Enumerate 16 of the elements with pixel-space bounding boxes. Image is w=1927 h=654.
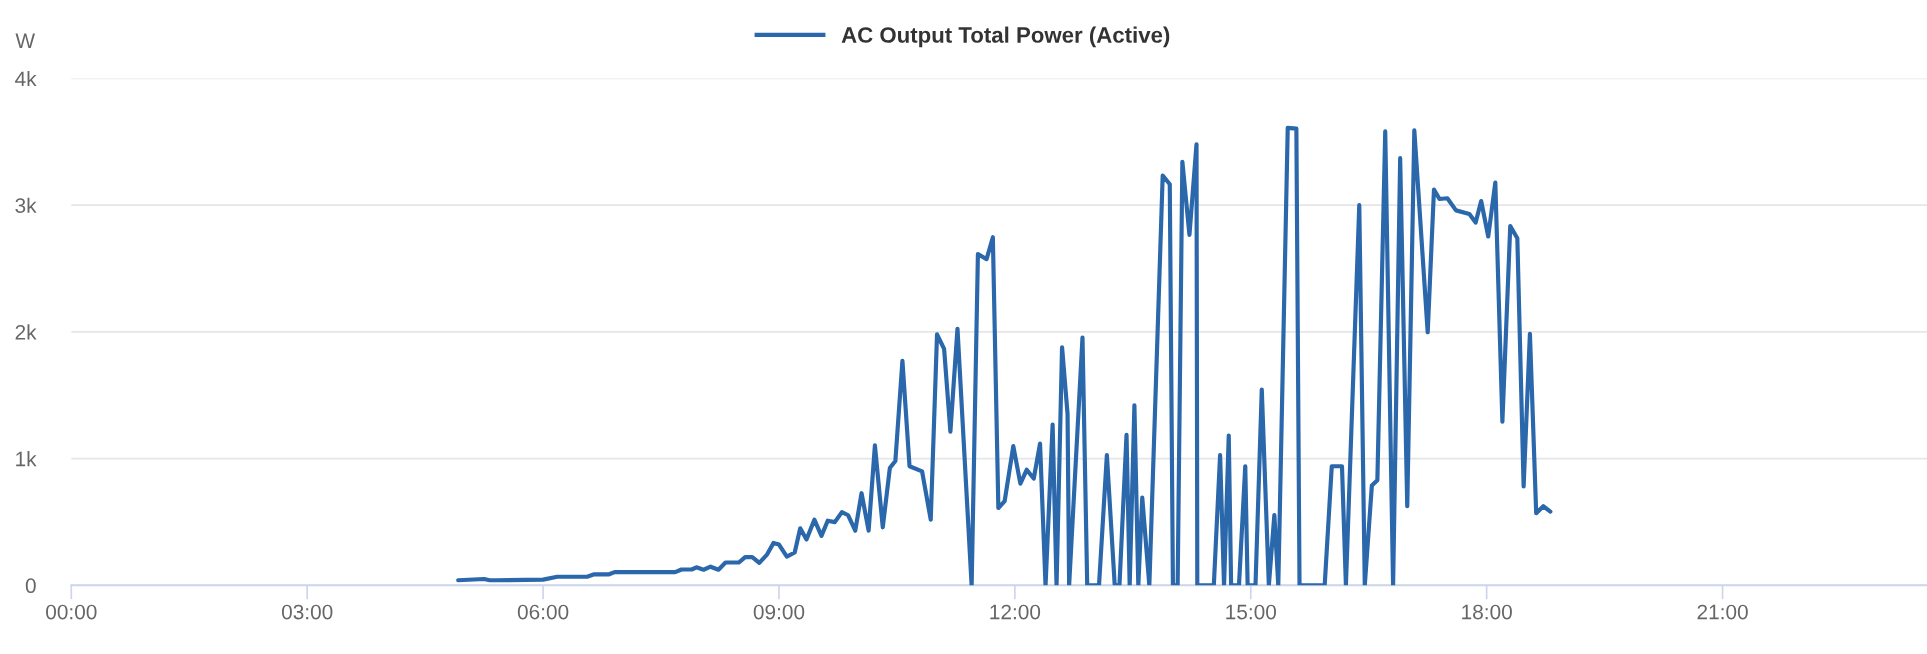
y-tick-label: 4k [15,70,37,87]
y-tick-label: 0 [25,578,36,594]
y-axis-title: W [15,33,36,48]
y-tick-label: 1k [16,451,37,467]
x-tick-label: 15:00 [1226,604,1277,620]
x-tick-label: 21:00 [1697,604,1748,620]
x-tick-label: 06:00 [517,604,569,620]
line-series [456,125,1553,586]
y-tick-label: 3k [15,197,37,213]
legend-label: AC Output Total Power (Active) [841,26,1170,48]
x-tick-label: 09:00 [753,604,805,620]
x-tick-label: 18:00 [1462,604,1512,620]
x-tick-label: 03:00 [281,604,333,620]
y-tick-label: 2k [15,324,37,340]
x-tick-label: 12:00 [990,604,1041,620]
x-tick-label: 00:00 [46,604,97,620]
